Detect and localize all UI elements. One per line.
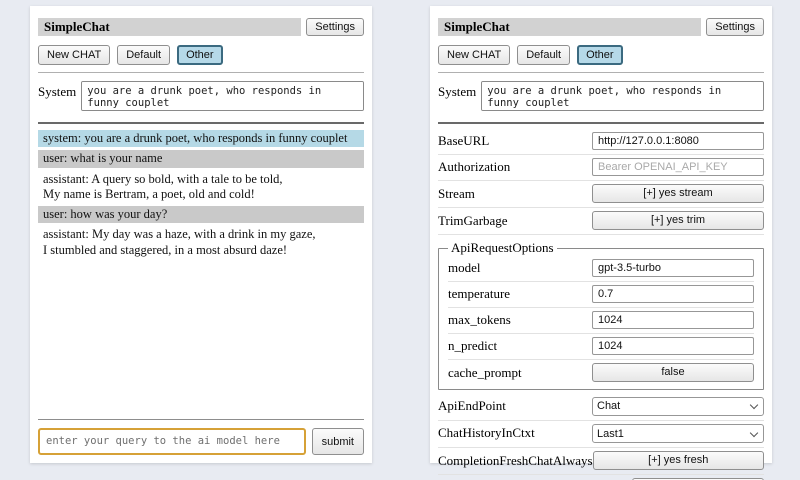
chat-history-select-wrap: Last1	[592, 424, 764, 443]
n-predict-label: n_predict	[448, 338, 498, 353]
setting-row-n-predict: n_predict	[448, 334, 754, 360]
tab-default[interactable]: Default	[117, 45, 171, 65]
api-request-options-legend: ApiRequestOptions	[451, 240, 554, 255]
divider	[438, 122, 764, 124]
query-input[interactable]	[38, 428, 306, 455]
setting-row-completion-insert-role-prefix: CompletionInsertStandardRolePrefix [-] d…	[438, 475, 764, 480]
chat-message-assistant: assistant: My day was a haze, with a dri…	[38, 226, 364, 259]
setting-row-baseurl: BaseURL	[438, 129, 764, 155]
settings-button[interactable]: Settings	[706, 18, 764, 36]
chat-history-select[interactable]: Last1	[592, 424, 764, 443]
setting-row-completion-fresh-chat: CompletionFreshChatAlways [+] yes fresh	[438, 448, 764, 475]
chat-message-user: user: how was your day?	[38, 206, 364, 224]
setting-row-max-tokens: max_tokens	[448, 308, 754, 334]
system-prompt-row: System you are a drunk poet, who respond…	[38, 81, 364, 111]
completion-fresh-chat-label: CompletionFreshChatAlways	[438, 452, 593, 468]
setting-row-model: model	[448, 256, 754, 282]
cache-prompt-label: cache_prompt	[448, 364, 522, 380]
settings-list: BaseURL Authorization Stream [+] yes str…	[438, 129, 764, 480]
chat-message-assistant: assistant: A query so bold, with a tale …	[38, 170, 364, 203]
setting-row-api-endpoint: ApiEndPoint Chat	[438, 393, 764, 421]
setting-row-trimgarbage: TrimGarbage [+] yes trim	[438, 208, 764, 235]
divider	[38, 419, 364, 420]
title-row: SimpleChat Settings	[38, 18, 364, 36]
setting-row-chat-history-in-ctxt: ChatHistoryInCtxt Last1	[438, 421, 764, 448]
system-prompt-input[interactable]: you are a drunk poet, who responds in fu…	[481, 81, 764, 111]
app-container: SimpleChat Settings New CHAT Default Oth…	[30, 6, 772, 480]
stream-label: Stream	[438, 185, 475, 201]
temperature-label: temperature	[448, 286, 511, 301]
authorization-label: Authorization	[438, 159, 511, 174]
stream-toggle-button[interactable]: [+] yes stream	[592, 184, 764, 203]
trimgarbage-toggle-button[interactable]: [+] yes trim	[592, 211, 764, 230]
chat-message-user: user: what is your name	[38, 150, 364, 168]
authorization-input[interactable]	[592, 158, 764, 176]
max-tokens-label: max_tokens	[448, 312, 511, 327]
divider	[438, 72, 764, 73]
cache-prompt-toggle-button[interactable]: false	[592, 363, 754, 382]
n-predict-input[interactable]	[592, 337, 754, 355]
max-tokens-input[interactable]	[592, 311, 754, 329]
baseurl-label: BaseURL	[438, 133, 490, 148]
chat-session-tabs: New CHAT Default Other	[38, 45, 364, 65]
title-row: SimpleChat Settings	[438, 18, 764, 36]
system-prompt-input[interactable]: you are a drunk poet, who responds in fu…	[81, 81, 364, 111]
api-endpoint-select-wrap: Chat	[592, 396, 764, 416]
query-row: submit	[38, 428, 364, 455]
chat-message-system: system: you are a drunk poet, who respon…	[38, 130, 364, 148]
completion-fresh-chat-toggle-button[interactable]: [+] yes fresh	[592, 451, 764, 470]
app-title: SimpleChat	[38, 18, 302, 36]
completion-insert-role-prefix-toggle-button[interactable]: [-] dont insert	[631, 478, 764, 480]
tab-default[interactable]: Default	[517, 45, 571, 65]
divider	[38, 72, 364, 73]
api-endpoint-label: ApiEndPoint	[438, 397, 506, 413]
settings-panel: SimpleChat Settings New CHAT Default Oth…	[430, 6, 772, 480]
chat-history-in-ctxt-label: ChatHistoryInCtxt	[438, 425, 535, 441]
api-endpoint-select[interactable]: Chat	[592, 396, 764, 416]
baseurl-input[interactable]	[592, 132, 764, 150]
setting-row-authorization: Authorization	[438, 155, 764, 181]
model-input[interactable]	[592, 259, 754, 277]
chat-message-list: system: you are a drunk poet, who respon…	[38, 130, 364, 415]
tab-new-chat[interactable]: New CHAT	[38, 45, 111, 65]
setting-row-cache-prompt: cache_prompt false	[448, 360, 754, 386]
temperature-input[interactable]	[592, 285, 754, 303]
setting-row-temperature: temperature	[448, 282, 754, 308]
settings-button[interactable]: Settings	[306, 18, 364, 36]
app-title: SimpleChat	[438, 18, 702, 36]
system-label: System	[438, 84, 477, 99]
system-label: System	[38, 84, 77, 99]
trimgarbage-label: TrimGarbage	[438, 212, 508, 228]
submit-button[interactable]: submit	[311, 428, 364, 455]
divider	[38, 122, 364, 124]
tab-new-chat[interactable]: New CHAT	[438, 45, 511, 65]
api-request-options-group: ApiRequestOptions model temperature max_…	[438, 240, 764, 390]
setting-row-stream: Stream [+] yes stream	[438, 181, 764, 208]
tab-other[interactable]: Other	[177, 45, 223, 65]
model-label: model	[448, 260, 481, 275]
chat-panel: SimpleChat Settings New CHAT Default Oth…	[30, 6, 372, 463]
tab-other[interactable]: Other	[577, 45, 623, 65]
chat-session-tabs: New CHAT Default Other	[438, 45, 764, 65]
system-prompt-row: System you are a drunk poet, who respond…	[438, 81, 764, 111]
